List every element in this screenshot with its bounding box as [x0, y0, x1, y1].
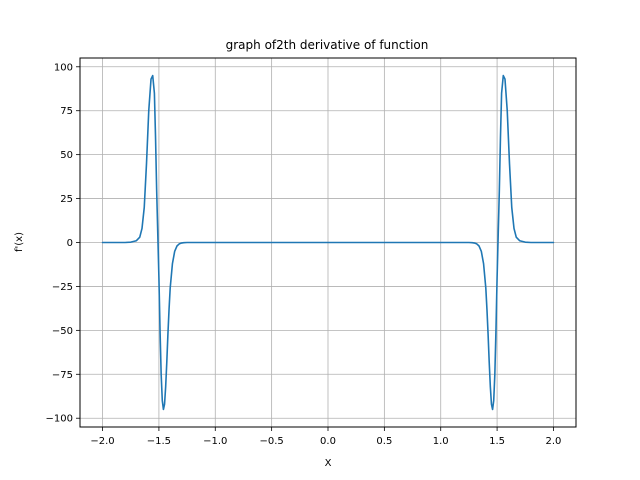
x-tick-label: −1.0: [203, 436, 227, 447]
y-axis-ticks: 100 75 50 25 0 −25 −50 −75 −100: [46, 62, 80, 425]
x-tick-label: 1.5: [489, 436, 505, 447]
series-layer: [101, 74, 555, 411]
y-tick-label: 0: [67, 238, 73, 249]
x-axis-ticks: −2.0 −1.5 −1.0 −0.5 0.0 0.5 1.0 1.5 2.0: [90, 427, 561, 447]
x-tick-label: 2.0: [546, 436, 562, 447]
y-tick-label: −50: [52, 326, 73, 337]
x-tick-label: 0.0: [320, 436, 336, 447]
y-tick-label: 100: [54, 62, 73, 73]
y-tick-label: 75: [60, 106, 73, 117]
y-tick-label: −75: [52, 370, 73, 381]
chart-title: graph of2th derivative of function: [226, 38, 429, 52]
y-axis-label: f'(x): [14, 232, 25, 252]
x-tick-label: −0.5: [259, 436, 283, 447]
x-tick-label: −1.5: [147, 436, 171, 447]
series-line: [101, 74, 555, 411]
y-tick-label: −25: [52, 282, 73, 293]
x-tick-label: −2.0: [90, 436, 114, 447]
x-axis-label: X: [325, 458, 332, 469]
y-tick-label: −100: [46, 414, 73, 425]
y-tick-label: 50: [60, 150, 73, 161]
x-tick-label: 0.5: [376, 436, 392, 447]
x-tick-label: 1.0: [433, 436, 449, 447]
y-tick-label: 25: [60, 194, 73, 205]
